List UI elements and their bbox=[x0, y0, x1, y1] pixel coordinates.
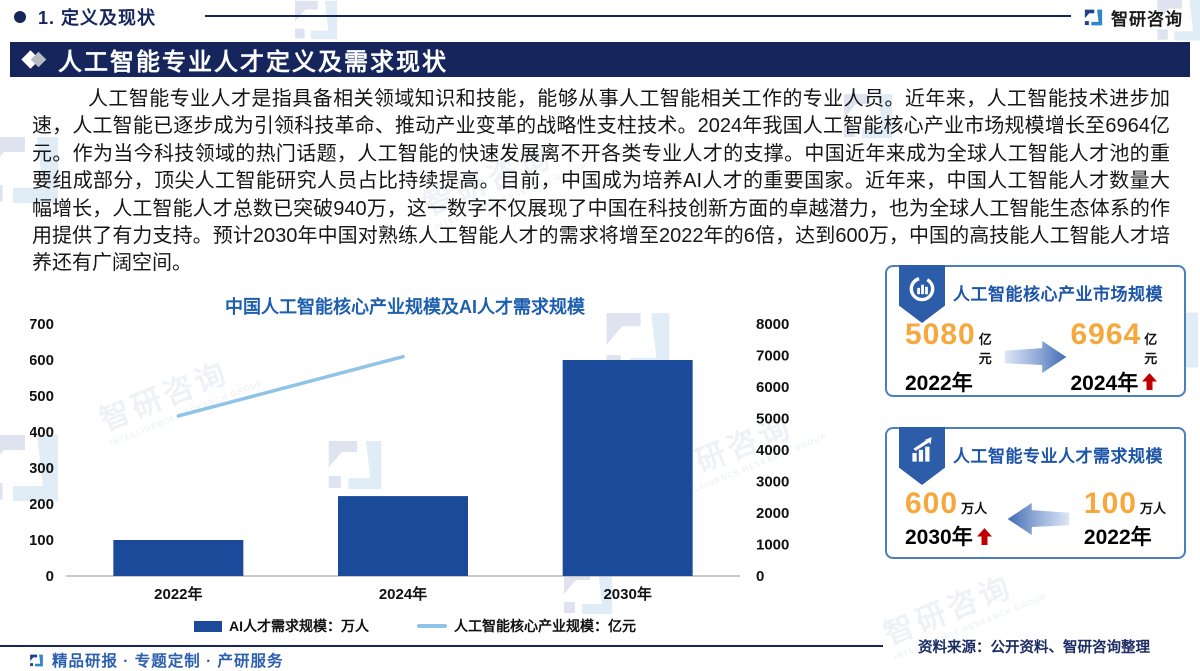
stat-year: 2022年 bbox=[905, 371, 973, 395]
stat-block: 100 万人 2022年 bbox=[1084, 487, 1166, 551]
card-title: 人工智能专业人才需求规模 bbox=[953, 447, 1163, 466]
legend-label: AI人才需求规模：万人 bbox=[229, 618, 369, 634]
chart-canvas: 中国人工智能核心产业规模及AI人才需求规模 0 100 200 300 400 500 600… bbox=[29, 296, 789, 603]
section-header: 1. 定义及现状 bbox=[14, 4, 156, 30]
brand-logo: 智研咨询 bbox=[1082, 5, 1183, 30]
stat-value: 100 bbox=[1083, 487, 1137, 520]
svg-text:7000: 7000 bbox=[756, 348, 789, 365]
card-title: 人工智能核心产业市场规模 bbox=[953, 285, 1163, 304]
stat-unit: 亿元 bbox=[1144, 331, 1158, 366]
stat-value: 600 bbox=[905, 487, 959, 520]
brand-name: 智研咨询 bbox=[1111, 10, 1183, 29]
svg-text:0: 0 bbox=[756, 568, 764, 585]
banner-title: 人工智能专业人才定义及需求现状 bbox=[58, 49, 448, 76]
legend-bar-swatch-icon bbox=[194, 620, 222, 632]
stat-year: 2030年 bbox=[905, 526, 973, 549]
banner: 人工智能专业人才定义及需求现状 bbox=[10, 42, 1190, 77]
red-up-arrow-icon bbox=[1142, 373, 1157, 390]
stat-card-talent-demand: 人工智能专业人才需求规模 600 万人 2030年 100 万人 2022年 bbox=[885, 427, 1186, 559]
svg-text:中国人工智能核心产业规模及AI人才需求规模: 中国人工智能核心产业规模及AI人才需求规模 bbox=[225, 296, 586, 317]
diamond-icon bbox=[21, 50, 47, 69]
stat-year: 2022年 bbox=[1083, 526, 1152, 549]
svg-text:2022年: 2022年 bbox=[154, 585, 202, 603]
svg-text:500: 500 bbox=[30, 388, 54, 405]
legend-line-swatch-icon bbox=[417, 624, 447, 628]
svg-text:2024年: 2024年 bbox=[379, 585, 427, 603]
right-arrow-icon bbox=[1004, 340, 1066, 374]
stat-block: 600 万人 2030年 bbox=[905, 487, 992, 551]
body-paragraph: 人工智能专业人才是指具备相关领域知识和技能，能够从事人工智能相关工作的专业人员。… bbox=[32, 88, 1170, 275]
svg-text:4000: 4000 bbox=[756, 442, 789, 459]
stat-unit: 万人 bbox=[1139, 501, 1166, 516]
chart-legend: AI人才需求规模：万人 人工智能核心产业规模：亿元 bbox=[30, 616, 800, 636]
stat-card-market-size: 人工智能核心产业市场规模 5080 亿元 2022年 6964 亿元 2024年 bbox=[885, 265, 1186, 397]
section-label: 1. 定义及现状 bbox=[38, 8, 157, 28]
svg-text:2030年: 2030年 bbox=[603, 585, 651, 603]
donut-chart-badge-icon bbox=[899, 265, 945, 323]
legend-label: 人工智能核心产业规模：亿元 bbox=[454, 618, 636, 634]
svg-text:300: 300 bbox=[30, 460, 54, 477]
svg-text:700: 700 bbox=[30, 316, 54, 333]
svg-text:3000: 3000 bbox=[756, 474, 789, 491]
legend-item: AI人才需求规模：万人 bbox=[194, 616, 369, 636]
svg-text:1000: 1000 bbox=[756, 537, 789, 554]
svg-text:5000: 5000 bbox=[756, 411, 789, 428]
stat-unit: 万人 bbox=[961, 501, 988, 516]
svg-text:2000: 2000 bbox=[756, 505, 789, 522]
svg-text:0: 0 bbox=[46, 568, 54, 585]
svg-text:600: 600 bbox=[30, 352, 54, 369]
svg-text:200: 200 bbox=[30, 496, 54, 513]
svg-text:400: 400 bbox=[30, 424, 54, 441]
bullet-icon bbox=[14, 11, 26, 23]
stat-value: 6964 bbox=[1070, 317, 1142, 351]
left-arrow-icon bbox=[1007, 502, 1070, 536]
footer-divider bbox=[0, 645, 883, 647]
red-up-arrow-icon bbox=[977, 528, 992, 545]
header-divider bbox=[205, 15, 1071, 17]
svg-text:6000: 6000 bbox=[756, 379, 789, 396]
footer-tagline: 精品研报 · 专题定制 · 产研服务 bbox=[52, 653, 284, 670]
stat-block: 6964 亿元 2024年 bbox=[1071, 318, 1167, 397]
stat-value: 5080 bbox=[905, 317, 976, 351]
stat-unit: 亿元 bbox=[978, 331, 992, 366]
stat-year: 2024年 bbox=[1070, 371, 1139, 395]
legend-item: 人工智能核心产业规模：亿元 bbox=[417, 616, 636, 636]
bar-chart-badge-icon bbox=[899, 427, 945, 485]
svg-text:100: 100 bbox=[30, 532, 54, 549]
brand-logo-icon bbox=[1082, 6, 1105, 29]
footer: 精品研报 · 专题定制 · 产研服务 bbox=[28, 649, 284, 671]
source-note: 资料来源：公开资料、智研咨询整理 bbox=[918, 640, 1150, 656]
footer-logo-icon bbox=[28, 652, 45, 669]
svg-text:8000: 8000 bbox=[756, 316, 789, 333]
stat-block: 5080 亿元 2022年 bbox=[905, 318, 1001, 397]
combo-chart: 中国人工智能核心产业规模及AI人才需求规模 0 100 200 300 400 500 600… bbox=[29, 296, 800, 636]
